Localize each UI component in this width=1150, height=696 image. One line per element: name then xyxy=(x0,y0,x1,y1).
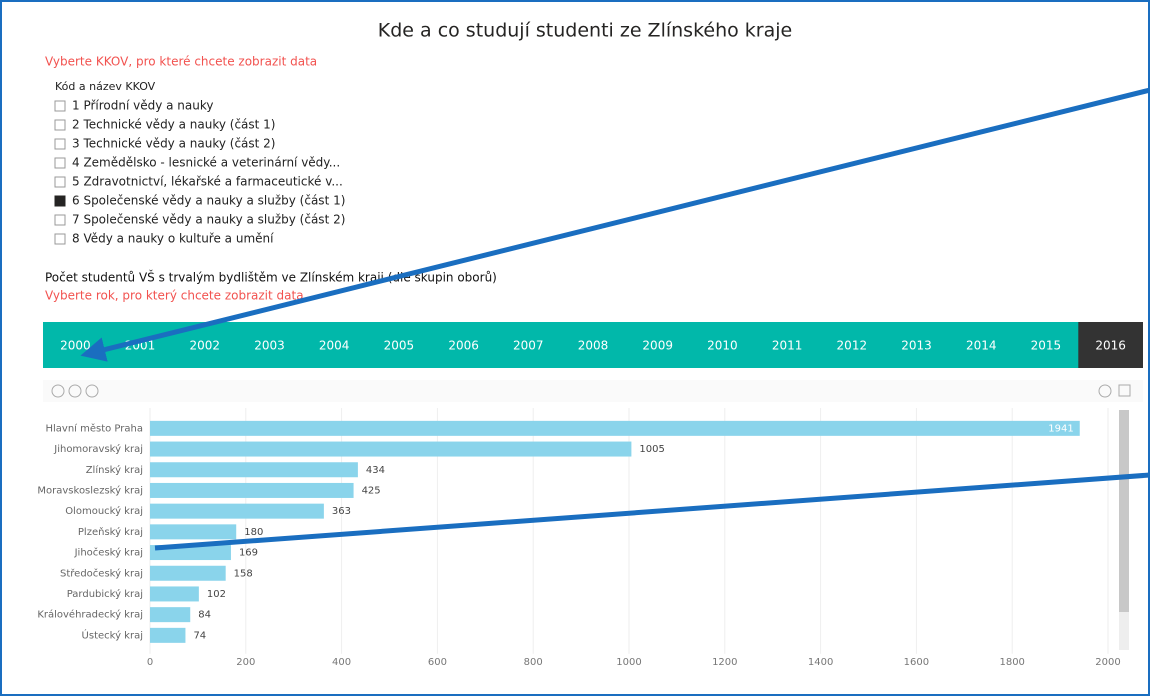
bar xyxy=(150,462,358,478)
checkbox-label[interactable]: 7 Společenské vědy a nauky a služby (čás… xyxy=(72,213,345,227)
data-label: 1941 xyxy=(1048,423,1073,434)
checkbox[interactable] xyxy=(54,195,66,207)
bar xyxy=(150,565,226,581)
y-tick-label: Královéhradecký kraj xyxy=(37,609,143,621)
year-option[interactable]: 2002 xyxy=(189,339,220,353)
checkbox-label[interactable]: 1 Přírodní vědy a nauky xyxy=(72,99,214,113)
x-tick-label: 200 xyxy=(236,657,255,668)
y-tick-label: Zlínský kraj xyxy=(86,464,143,476)
scroll-thumb[interactable] xyxy=(1119,410,1129,612)
y-tick-label: Jihomoravský kraj xyxy=(53,443,143,455)
data-label: 74 xyxy=(193,630,206,641)
data-label: 84 xyxy=(198,610,211,621)
checkbox[interactable] xyxy=(54,176,66,188)
y-tick-label: Hlavní město Praha xyxy=(45,422,143,434)
x-tick-label: 400 xyxy=(332,657,351,668)
x-tick-label: 600 xyxy=(428,657,447,668)
checkbox[interactable] xyxy=(54,100,66,112)
toolbar-icons[interactable] xyxy=(51,384,1131,398)
y-tick-label: Plzeňský kraj xyxy=(78,526,143,538)
year-option[interactable]: 2014 xyxy=(966,339,997,353)
checkbox-label[interactable]: 3 Technické vědy a nauky (část 2) xyxy=(72,137,276,151)
filter-heading: Kód a název KKOV xyxy=(55,80,156,93)
checkbox[interactable] xyxy=(54,233,66,245)
x-tick-label: 1000 xyxy=(616,657,641,668)
toolbar xyxy=(43,380,1143,402)
checkbox[interactable] xyxy=(54,138,66,150)
x-tick-label: 800 xyxy=(524,657,543,668)
x-tick-label: 1600 xyxy=(904,657,929,668)
bar xyxy=(150,524,237,540)
year-option[interactable]: 2011 xyxy=(772,339,803,353)
arrow xyxy=(80,87,1150,362)
data-label: 425 xyxy=(362,485,381,496)
year-option[interactable]: 2000 xyxy=(60,339,91,353)
y-tick-label: Jihočeský kraj xyxy=(74,547,143,559)
checkbox-label[interactable]: 5 Zdravotnictví, lékařské a farmaceutick… xyxy=(72,175,343,189)
data-label: 363 xyxy=(332,506,351,517)
x-tick-label: 1800 xyxy=(999,657,1024,668)
year-option[interactable]: 2008 xyxy=(578,339,609,353)
year-option[interactable]: 2013 xyxy=(901,339,932,353)
checkbox[interactable] xyxy=(54,119,66,131)
data-label: 180 xyxy=(244,527,263,538)
checkbox-label[interactable]: 4 Zemědělsko - lesnické a veterinární vě… xyxy=(72,156,340,170)
bar xyxy=(150,627,186,643)
year-option[interactable]: 2016 xyxy=(1095,339,1126,353)
year-option[interactable]: 2004 xyxy=(319,339,350,353)
x-tick-label: 1200 xyxy=(712,657,737,668)
y-tick-label: Olomoucký kraj xyxy=(65,505,143,517)
y-tick-label: Ústecký kraj xyxy=(82,628,143,641)
checkbox[interactable] xyxy=(54,214,66,226)
data-label: 169 xyxy=(239,548,258,559)
y-tick-label: Moravskoslezský kraj xyxy=(37,484,143,496)
data-label: 158 xyxy=(234,568,253,579)
year-selected xyxy=(1078,322,1143,368)
year-option[interactable]: 2009 xyxy=(642,339,673,353)
annotation-arrows xyxy=(80,87,1150,551)
bar xyxy=(150,503,324,519)
year-option[interactable]: 2010 xyxy=(707,339,738,353)
year-prompt: Vyberte rok, pro který chcete zobrazit d… xyxy=(45,289,304,303)
page-title: Kde a co studují studenti ze Zlínského k… xyxy=(378,20,792,42)
filter-prompt: Vyberte KKOV, pro které chcete zobrazit … xyxy=(45,55,317,69)
arrow xyxy=(154,472,1150,551)
bar xyxy=(150,441,632,457)
checkbox[interactable] xyxy=(54,157,66,169)
data-label: 434 xyxy=(366,465,385,476)
checkbox-label[interactable]: 6 Společenské vědy a nauky a služby (čás… xyxy=(72,194,345,208)
x-tick-label: 1400 xyxy=(808,657,833,668)
y-tick-label: Středočeský kraj xyxy=(60,567,143,579)
year-option[interactable]: 2012 xyxy=(837,339,868,353)
section-title: Počet studentů VŠ s trvalým bydlištěm ve… xyxy=(45,270,497,285)
year-option[interactable]: 2015 xyxy=(1031,339,1062,353)
x-tick-label: 2000 xyxy=(1095,657,1120,668)
data-label: 102 xyxy=(207,589,226,600)
checkbox-label[interactable]: 8 Vědy a nauky o kultuře a umění xyxy=(72,232,274,246)
data-label: 1005 xyxy=(639,444,664,455)
year-slicer xyxy=(43,322,1143,368)
bar xyxy=(150,420,1080,436)
checkbox-label[interactable]: 2 Technické vědy a nauky (část 1) xyxy=(72,118,276,132)
year-option[interactable]: 2005 xyxy=(384,339,415,353)
bar xyxy=(150,607,191,623)
year-option[interactable]: 2006 xyxy=(448,339,479,353)
bar xyxy=(150,482,354,498)
bar-chart: 1 Přírodní vědy a nauky 2 Technické vědy … xyxy=(37,99,1143,668)
x-tick-label: 0 xyxy=(147,657,153,668)
year-option[interactable]: 2007 xyxy=(513,339,544,353)
year-option[interactable]: 2003 xyxy=(254,339,285,353)
y-tick-label: Pardubický kraj xyxy=(67,588,143,600)
bar xyxy=(150,586,199,602)
